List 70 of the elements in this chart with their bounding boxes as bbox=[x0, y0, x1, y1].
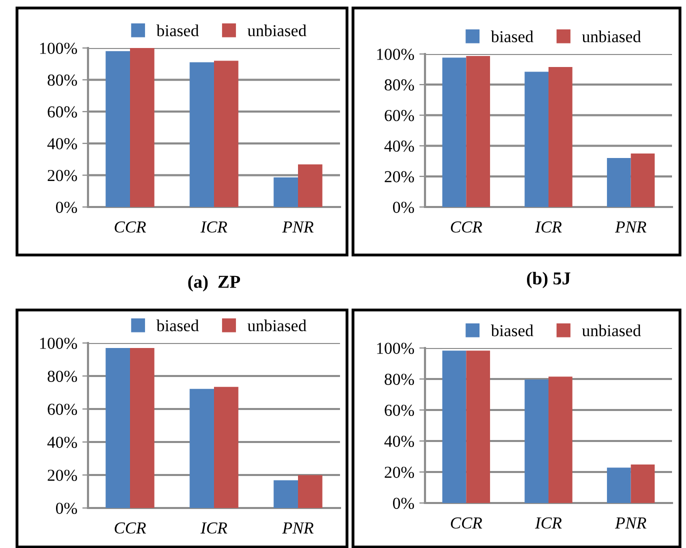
y-tick-label: 40% bbox=[384, 140, 414, 152]
y-tick-label: 100% bbox=[377, 342, 414, 354]
y-tick-label: 80% bbox=[384, 79, 414, 91]
bar bbox=[130, 48, 154, 207]
legend-label: unbiased bbox=[582, 30, 641, 42]
y-tick-label: 60% bbox=[384, 110, 414, 122]
legend-label: unbiased bbox=[582, 324, 641, 336]
y-tick-label: 20% bbox=[384, 466, 414, 478]
y-tick-label: 20% bbox=[48, 470, 78, 481]
x-tick-label: PNR bbox=[615, 518, 646, 528]
y-tick-label: 100% bbox=[377, 48, 414, 60]
text: (a) ZP bbox=[188, 275, 240, 292]
bar bbox=[466, 350, 490, 503]
bar bbox=[214, 386, 238, 508]
legend-label: biased bbox=[490, 324, 534, 336]
bar bbox=[190, 388, 214, 508]
bar bbox=[214, 60, 238, 207]
bar bbox=[524, 379, 548, 503]
bar bbox=[548, 376, 572, 503]
y-tick-label: 80% bbox=[48, 370, 78, 382]
y-tick-label: 0% bbox=[393, 202, 414, 213]
y-tick-label: 20% bbox=[48, 170, 78, 182]
x-tick-label: PNR bbox=[615, 222, 646, 232]
bar bbox=[524, 72, 548, 207]
bar bbox=[298, 475, 322, 508]
bar bbox=[298, 164, 322, 207]
y-tick-label: 40% bbox=[384, 436, 414, 447]
x-tick-label: ICR bbox=[200, 522, 228, 534]
x-tick-label: CCR bbox=[114, 522, 146, 534]
bar bbox=[606, 468, 631, 503]
x-tick-label: CCR bbox=[450, 221, 482, 233]
bar bbox=[274, 480, 298, 508]
bar bbox=[548, 67, 572, 207]
bar bbox=[106, 348, 130, 508]
legend-label: biased bbox=[156, 24, 199, 36]
y-tick-label: 60% bbox=[384, 404, 414, 416]
y-tick-label: 20% bbox=[384, 171, 414, 182]
bar bbox=[442, 350, 466, 503]
x-tick-label: ICR bbox=[535, 221, 562, 233]
y-tick-label: 100% bbox=[40, 338, 78, 349]
legend-label: unbiased bbox=[248, 24, 306, 36]
x-tick-label: PNR bbox=[282, 522, 314, 534]
x-tick-label: PNR bbox=[282, 222, 314, 232]
y-tick-label: 0% bbox=[393, 498, 414, 509]
y-tick-label: 0% bbox=[56, 202, 78, 213]
bar bbox=[106, 51, 130, 207]
bar bbox=[630, 153, 655, 207]
y-tick-label: 100% bbox=[40, 42, 78, 54]
x-tick-label: ICR bbox=[535, 517, 562, 529]
y-tick-label: 60% bbox=[48, 106, 78, 118]
bar bbox=[190, 62, 214, 207]
legend-label: unbiased bbox=[248, 320, 306, 332]
bar bbox=[130, 348, 154, 508]
legend-label: biased bbox=[490, 30, 534, 42]
legend-label: biased bbox=[156, 320, 199, 332]
y-tick-label: 0% bbox=[56, 502, 78, 514]
bar bbox=[274, 177, 298, 207]
y-tick-label: 40% bbox=[47, 436, 78, 448]
bar bbox=[630, 464, 655, 503]
y-tick-label: 60% bbox=[48, 404, 78, 415]
x-tick-label: CCR bbox=[114, 221, 146, 233]
bar bbox=[606, 158, 631, 207]
y-tick-label: 80% bbox=[48, 74, 78, 86]
text: (b) 5J bbox=[526, 272, 570, 288]
y-tick-label: 80% bbox=[384, 374, 414, 385]
x-tick-label: CCR bbox=[450, 517, 482, 529]
bar bbox=[442, 58, 466, 207]
y-tick-label: 40% bbox=[47, 138, 78, 150]
x-tick-label: ICR bbox=[200, 221, 228, 233]
bar bbox=[466, 56, 490, 207]
